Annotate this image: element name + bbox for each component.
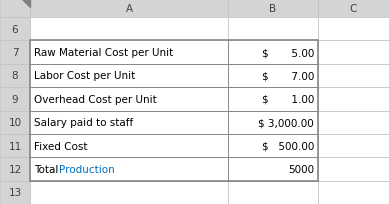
Bar <box>228 64 318 88</box>
Bar <box>318 41 389 64</box>
Bar <box>0 157 30 181</box>
Text: B: B <box>270 4 277 14</box>
Bar <box>30 64 228 88</box>
Bar <box>228 181 318 204</box>
Text: 13: 13 <box>9 187 22 197</box>
Bar <box>30 18 228 41</box>
Bar <box>0 111 30 134</box>
Text: 5000: 5000 <box>288 164 314 174</box>
Text: Total: Total <box>34 164 61 174</box>
Bar <box>228 134 318 157</box>
Text: 7: 7 <box>12 48 18 58</box>
Text: Raw Material Cost per Unit: Raw Material Cost per Unit <box>34 48 173 58</box>
Bar <box>228 41 318 64</box>
Bar <box>228 18 318 41</box>
Bar <box>0 134 30 157</box>
Bar <box>30 181 228 204</box>
Bar <box>0 181 30 204</box>
Text: 11: 11 <box>9 141 22 151</box>
Bar <box>0 41 30 64</box>
Text: Production: Production <box>59 164 115 174</box>
Bar <box>228 157 318 181</box>
Bar <box>318 64 389 88</box>
Bar <box>0 18 30 41</box>
Bar <box>30 157 228 181</box>
Text: Overhead Cost per Unit: Overhead Cost per Unit <box>34 94 157 104</box>
Bar <box>318 134 389 157</box>
Text: Fixed Cost: Fixed Cost <box>34 141 88 151</box>
Text: Labor Cost per Unit: Labor Cost per Unit <box>34 71 135 81</box>
Text: Salary paid to staff: Salary paid to staff <box>34 118 133 128</box>
Bar <box>318 111 389 134</box>
Text: 9: 9 <box>12 94 18 104</box>
Text: 12: 12 <box>9 164 22 174</box>
Text: $       5.00: $ 5.00 <box>262 48 314 58</box>
Text: 8: 8 <box>12 71 18 81</box>
Bar <box>318 181 389 204</box>
Text: 10: 10 <box>9 118 21 128</box>
Bar <box>30 41 228 64</box>
Bar <box>228 0 318 18</box>
Bar <box>318 18 389 41</box>
Bar <box>30 134 228 157</box>
Text: $   500.00: $ 500.00 <box>262 141 314 151</box>
Text: $       1.00: $ 1.00 <box>262 94 314 104</box>
Bar <box>30 88 228 111</box>
Polygon shape <box>22 0 30 8</box>
Text: C: C <box>350 4 357 14</box>
Text: A: A <box>125 4 133 14</box>
Bar <box>0 64 30 88</box>
Bar <box>0 88 30 111</box>
Bar <box>30 111 228 134</box>
Text: $ 3,000.00: $ 3,000.00 <box>258 118 314 128</box>
Text: 6: 6 <box>12 24 18 34</box>
Bar <box>228 111 318 134</box>
Bar <box>30 41 318 181</box>
Bar <box>0 0 30 18</box>
Bar <box>30 0 228 18</box>
Bar <box>318 88 389 111</box>
Bar <box>318 157 389 181</box>
Text: $       7.00: $ 7.00 <box>262 71 314 81</box>
Bar <box>318 0 389 18</box>
Bar <box>228 88 318 111</box>
